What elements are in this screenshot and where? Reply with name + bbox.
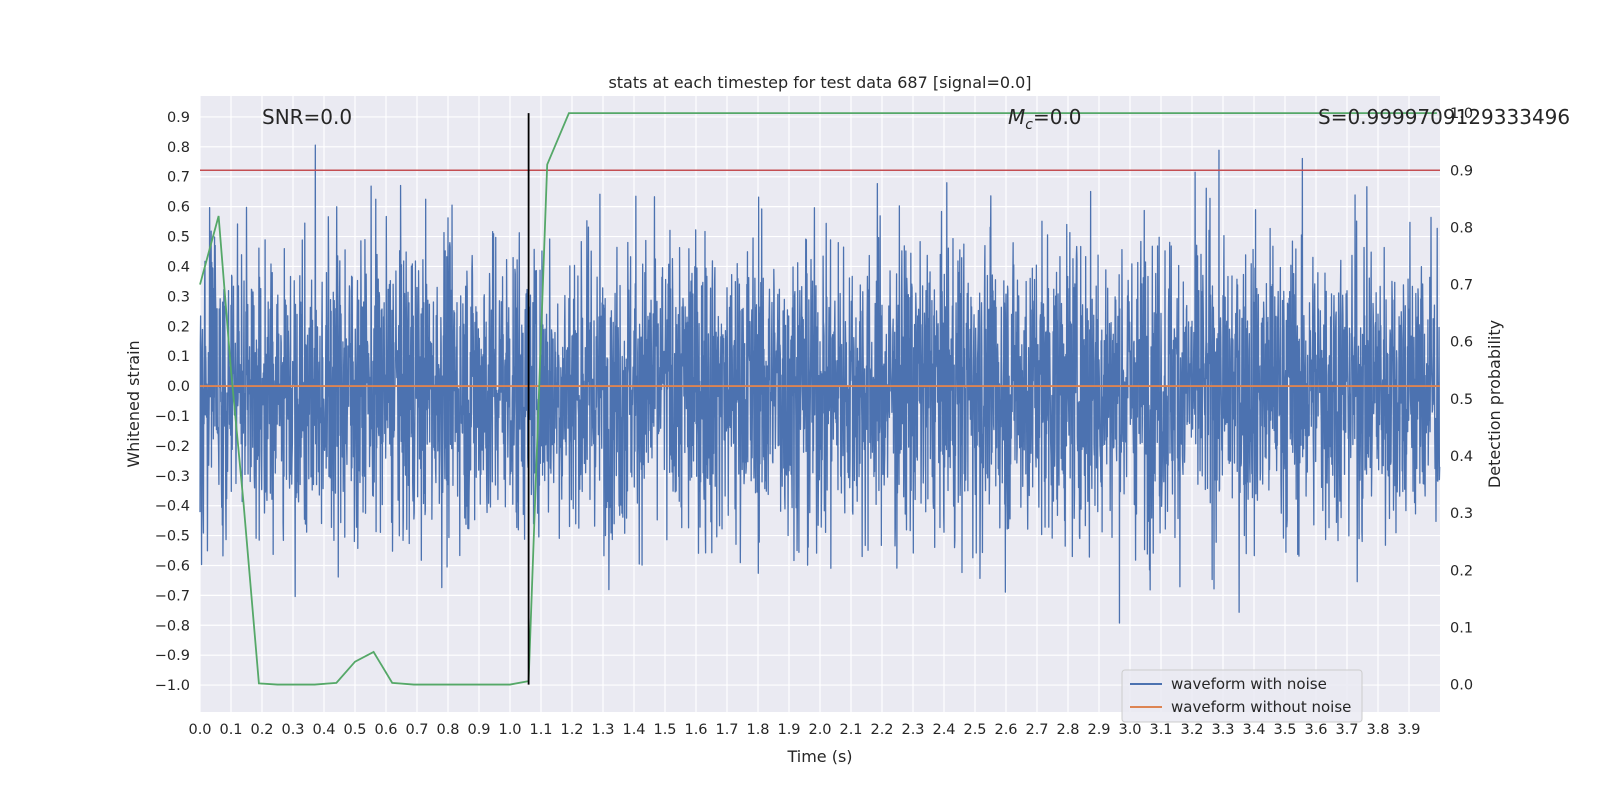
y-tick-label: −0.1 xyxy=(155,409,190,425)
x-tick-label: 2.6 xyxy=(994,722,1017,738)
x-tick-label: 0.8 xyxy=(436,722,459,738)
chirp-mass-symbol: M xyxy=(1008,105,1025,129)
x-tick-label: 3.7 xyxy=(1335,722,1358,738)
x-tick-label: 0.9 xyxy=(467,722,490,738)
y-right-axis-label: Detection probability xyxy=(1485,320,1504,488)
x-tick-label: 0.7 xyxy=(405,722,428,738)
x-tick-label: 1.8 xyxy=(746,722,769,738)
legend-label-noise: waveform with noise xyxy=(1171,675,1327,693)
y-tick-label: 0.9 xyxy=(167,110,190,126)
legend: waveform with noise waveform without noi… xyxy=(1121,669,1363,723)
x-tick-label: 3.5 xyxy=(1273,722,1296,738)
x-tick-labels: 0.0 0.1 0.2 0.3 0.4 0.5 0.6 0.7 0.8 0.9 1.0 1.1 1.2 1… xyxy=(188,722,1420,738)
chart-title: stats at each timestep for test data 687… xyxy=(608,73,1031,92)
y-right-tick-label: 0.0 xyxy=(1450,678,1473,694)
y-right-tick-label: 0.7 xyxy=(1450,278,1473,294)
x-tick-label: 2.1 xyxy=(839,722,862,738)
y-tick-label: −0.3 xyxy=(155,469,190,485)
y-tick-label: 0.5 xyxy=(167,230,190,246)
y-tick-label: 0.8 xyxy=(167,140,190,156)
chirp-mass-annotation: Mc=0.0 xyxy=(1008,105,1082,133)
y-tick-label: −0.6 xyxy=(155,558,190,574)
x-tick-label: 3.0 xyxy=(1118,722,1141,738)
x-tick-label: 3.8 xyxy=(1366,722,1389,738)
x-tick-label: 2.5 xyxy=(963,722,986,738)
y-tick-label: 0.3 xyxy=(167,289,190,305)
y-axis-label: Whitened strain xyxy=(124,340,143,467)
x-tick-label: 2.8 xyxy=(1056,722,1079,738)
y-tick-label: 0.6 xyxy=(167,200,190,216)
x-tick-label: 3.4 xyxy=(1242,722,1265,738)
x-tick-label: 2.0 xyxy=(808,722,831,738)
y-tick-label: 0.7 xyxy=(167,170,190,186)
legend-label-clean: waveform without noise xyxy=(1171,698,1351,716)
x-tick-label: 2.7 xyxy=(1025,722,1048,738)
x-tick-label: 2.2 xyxy=(870,722,893,738)
y-tick-label: 0.0 xyxy=(167,379,190,395)
x-tick-label: 1.5 xyxy=(653,722,676,738)
y-tick-label: −0.7 xyxy=(155,588,190,604)
y-tick-label: 0.1 xyxy=(167,349,190,365)
x-tick-label: 1.1 xyxy=(529,722,552,738)
chirp-mass-subscript: c xyxy=(1025,117,1033,133)
y-tick-label: −0.2 xyxy=(155,439,190,455)
x-tick-label: 1.6 xyxy=(684,722,707,738)
x-tick-label: 2.9 xyxy=(1087,722,1110,738)
y-right-tick-labels: 1.0 0.9 0.8 0.7 0.6 0.5 0.4 0.3 0.2 0.1 0.0 xyxy=(1450,106,1473,693)
y-right-tick-label: 0.1 xyxy=(1450,620,1473,636)
x-tick-label: 1.0 xyxy=(498,722,521,738)
x-tick-label: 0.1 xyxy=(219,722,242,738)
x-tick-label: 3.3 xyxy=(1211,722,1234,738)
x-tick-label: 0.6 xyxy=(374,722,397,738)
y-right-tick-label: 0.6 xyxy=(1450,335,1473,351)
x-tick-label: 1.4 xyxy=(622,722,645,738)
y-right-tick-label: 1.0 xyxy=(1450,106,1473,122)
x-axis-label: Time (s) xyxy=(786,747,852,766)
s-annotation: S=0.9999709129333496 xyxy=(1318,105,1570,129)
y-right-tick-label: 0.3 xyxy=(1450,506,1473,522)
x-tick-label: 0.4 xyxy=(312,722,335,738)
y-tick-labels: 0.9 0.8 0.7 0.6 0.5 0.4 0.3 0.2 0.1 0.0 −0.1 −0.2 −0… xyxy=(155,110,190,694)
y-right-tick-label: 0.2 xyxy=(1450,563,1473,579)
x-tick-label: 0.2 xyxy=(250,722,273,738)
y-right-tick-label: 0.4 xyxy=(1450,449,1473,465)
x-tick-label: 3.2 xyxy=(1180,722,1203,738)
y-right-tick-label: 0.9 xyxy=(1450,163,1473,179)
y-right-tick-label: 0.8 xyxy=(1450,220,1473,236)
y-tick-label: −0.5 xyxy=(155,529,190,545)
series-detection-probability xyxy=(199,112,1437,686)
y-tick-label: −0.8 xyxy=(155,618,190,634)
y-tick-label: −1.0 xyxy=(155,678,190,694)
y-tick-label: −0.9 xyxy=(155,648,190,664)
x-tick-label: 1.7 xyxy=(715,722,738,738)
chirp-mass-value: =0.0 xyxy=(1033,105,1082,129)
x-tick-label: 0.3 xyxy=(281,722,304,738)
x-tick-label: 2.3 xyxy=(901,722,924,738)
y-tick-label: −0.4 xyxy=(155,499,190,515)
x-tick-label: 3.6 xyxy=(1304,722,1327,738)
x-tick-label: 2.4 xyxy=(932,722,955,738)
y-tick-label: 0.4 xyxy=(167,259,190,275)
snr-annotation: SNR=0.0 xyxy=(262,105,352,129)
x-tick-label: 0.5 xyxy=(343,722,366,738)
x-tick-label: 1.2 xyxy=(560,722,583,738)
y-tick-label: 0.2 xyxy=(167,319,190,335)
x-tick-label: 0.0 xyxy=(188,722,211,738)
x-tick-label: 3.9 xyxy=(1397,722,1420,738)
series-layer xyxy=(199,112,1441,686)
x-tick-label: 1.9 xyxy=(777,722,800,738)
x-tick-label: 1.3 xyxy=(591,722,614,738)
x-tick-label: 3.1 xyxy=(1149,722,1172,738)
y-right-tick-label: 0.5 xyxy=(1450,392,1473,408)
legend-box xyxy=(1121,669,1363,723)
